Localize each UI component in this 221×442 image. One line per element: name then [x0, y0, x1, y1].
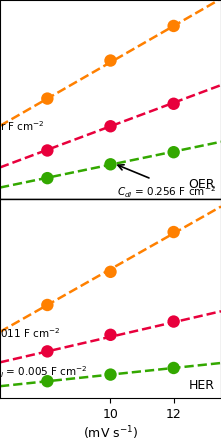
Point — [46, 301, 49, 309]
Point — [109, 371, 112, 378]
Point — [46, 95, 49, 102]
Text: $_l$ = 0.005 F cm$^{-2}$: $_l$ = 0.005 F cm$^{-2}$ — [0, 365, 88, 381]
Text: OER: OER — [188, 178, 214, 191]
Text: r F cm$^{-2}$: r F cm$^{-2}$ — [0, 119, 45, 133]
Point — [172, 318, 175, 325]
Point — [172, 149, 175, 156]
Point — [46, 348, 49, 355]
Point — [109, 332, 112, 339]
Text: $C_{dl}$ = 0.256 F cm$^{-2}$: $C_{dl}$ = 0.256 F cm$^{-2}$ — [117, 184, 216, 200]
Point — [46, 147, 49, 154]
Point — [46, 175, 49, 182]
Text: 011 F cm$^{-2}$: 011 F cm$^{-2}$ — [0, 326, 60, 340]
Point — [172, 229, 175, 236]
Point — [109, 57, 112, 64]
Point — [172, 23, 175, 30]
Point — [172, 364, 175, 371]
Text: HER: HER — [188, 379, 214, 392]
X-axis label: (mV s$^{-1}$): (mV s$^{-1}$) — [83, 425, 138, 442]
Point — [109, 268, 112, 275]
Point — [172, 100, 175, 107]
Point — [109, 161, 112, 168]
Point — [46, 377, 49, 385]
Point — [109, 123, 112, 130]
